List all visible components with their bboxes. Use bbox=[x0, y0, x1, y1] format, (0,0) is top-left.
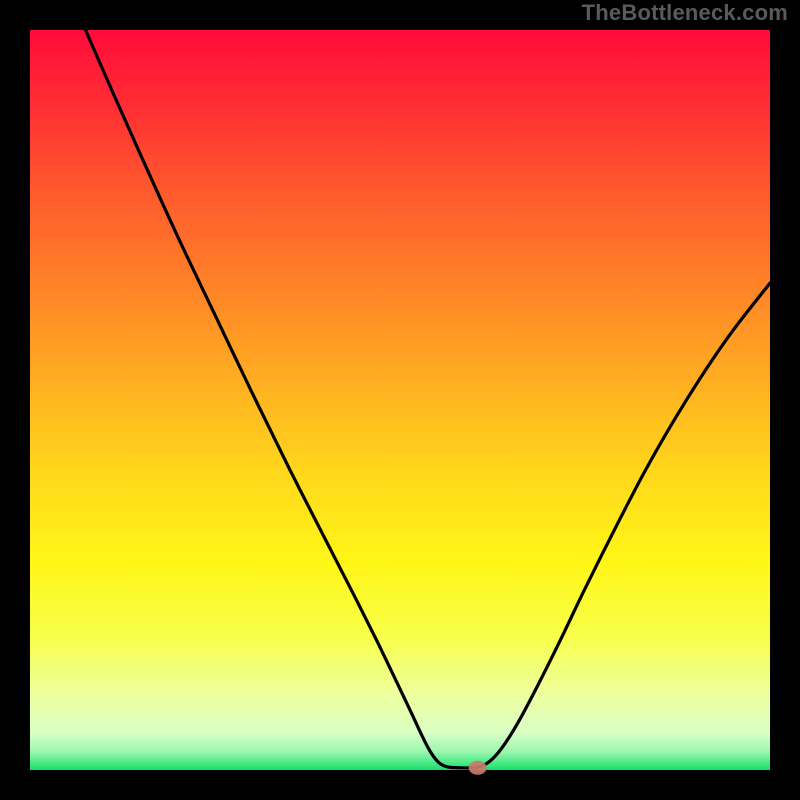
optimal-point-marker bbox=[469, 761, 487, 775]
plot-gradient-background bbox=[30, 30, 770, 770]
watermark-text: TheBottleneck.com bbox=[582, 0, 788, 26]
bottleneck-chart bbox=[0, 0, 800, 800]
chart-container: TheBottleneck.com bbox=[0, 0, 800, 800]
